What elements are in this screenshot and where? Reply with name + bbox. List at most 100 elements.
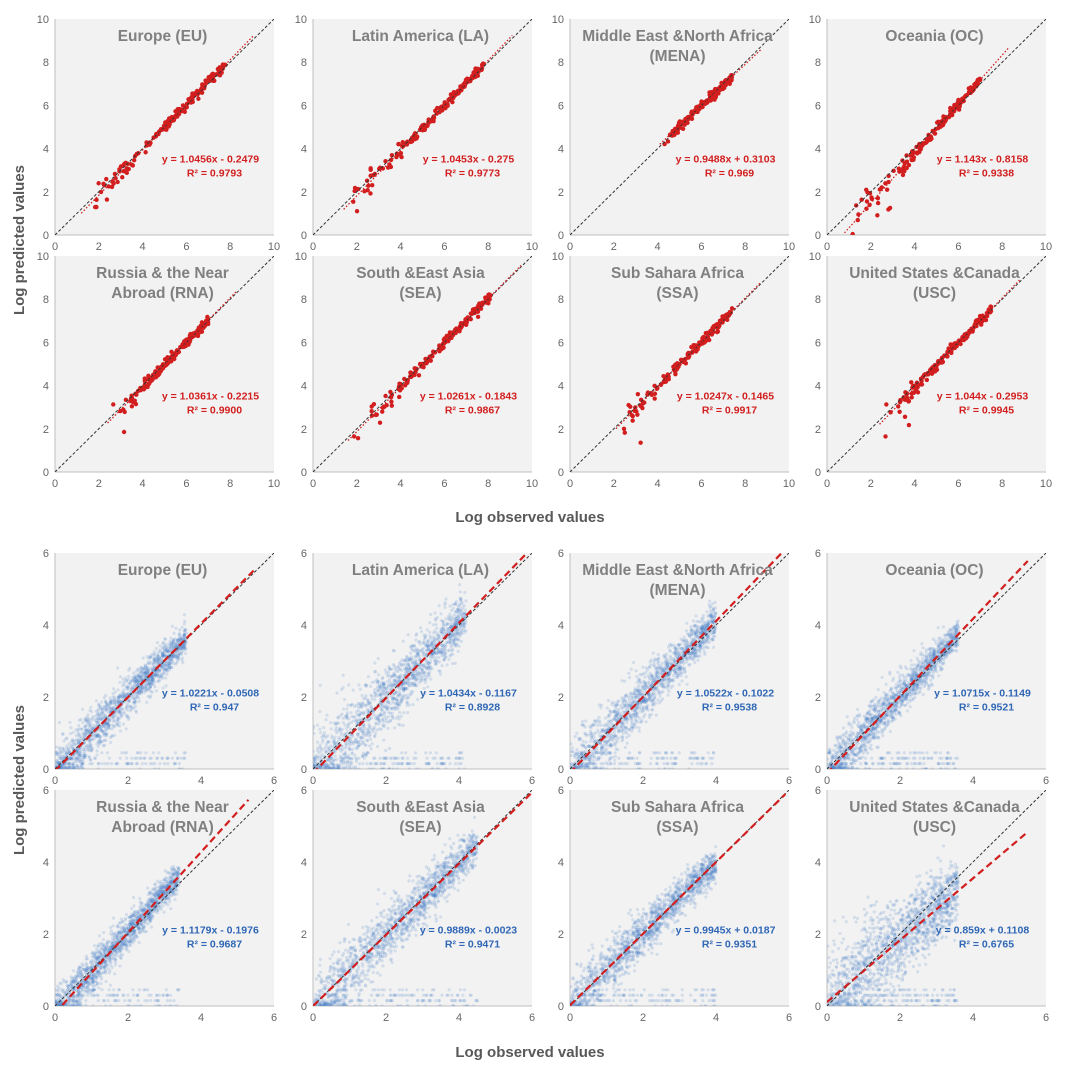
data-point bbox=[435, 631, 439, 635]
data-point bbox=[319, 757, 323, 761]
data-point bbox=[313, 754, 318, 758]
data-point bbox=[423, 680, 427, 685]
data-point bbox=[150, 679, 154, 683]
data-point bbox=[407, 703, 411, 707]
data-point bbox=[416, 652, 420, 656]
data-point bbox=[428, 660, 433, 664]
data-point bbox=[407, 684, 411, 688]
data-point bbox=[175, 655, 179, 659]
x-tick-label: 6 bbox=[441, 241, 447, 253]
data-point bbox=[456, 607, 460, 611]
data-point bbox=[72, 739, 77, 743]
data-point bbox=[155, 756, 159, 760]
data-point bbox=[398, 711, 402, 715]
data-point bbox=[351, 688, 355, 692]
data-point bbox=[79, 735, 83, 739]
data-point bbox=[452, 632, 457, 636]
data-point bbox=[115, 722, 119, 726]
data-point bbox=[450, 624, 454, 628]
data-point bbox=[79, 755, 83, 759]
data-point bbox=[168, 640, 172, 644]
data-point bbox=[162, 653, 166, 657]
data-point bbox=[649, 712, 653, 717]
data-point bbox=[386, 700, 390, 704]
data-point bbox=[106, 726, 111, 730]
data-point bbox=[897, 409, 902, 414]
data-point bbox=[74, 728, 78, 732]
data-point bbox=[445, 663, 449, 667]
data-point bbox=[375, 678, 379, 682]
data-point bbox=[383, 756, 387, 760]
data-point bbox=[151, 751, 156, 755]
data-point bbox=[375, 744, 380, 749]
data-point bbox=[181, 644, 185, 648]
data-point bbox=[136, 692, 140, 697]
data-point bbox=[160, 651, 164, 655]
data-point bbox=[78, 751, 82, 755]
data-point bbox=[404, 681, 408, 686]
data-point bbox=[439, 647, 443, 651]
data-point bbox=[405, 655, 409, 659]
data-point bbox=[437, 651, 441, 655]
data-point bbox=[462, 621, 466, 625]
data-point bbox=[373, 669, 377, 674]
data-point bbox=[67, 750, 71, 754]
data-point bbox=[77, 727, 81, 731]
data-point bbox=[160, 665, 164, 669]
data-point bbox=[76, 738, 80, 742]
data-point bbox=[454, 756, 458, 760]
data-point bbox=[135, 690, 140, 694]
data-point bbox=[318, 765, 323, 769]
data-point bbox=[383, 756, 387, 760]
data-point bbox=[326, 739, 330, 744]
data-point bbox=[101, 743, 106, 748]
data-point bbox=[145, 700, 149, 704]
data-point bbox=[368, 732, 373, 737]
data-point bbox=[86, 730, 90, 734]
data-point bbox=[459, 632, 463, 636]
data-point bbox=[100, 710, 104, 714]
data-point bbox=[322, 747, 326, 751]
data-point bbox=[443, 602, 447, 607]
data-point bbox=[173, 662, 178, 666]
data-point bbox=[368, 166, 373, 171]
x-tick-label: 8 bbox=[227, 241, 233, 253]
data-point bbox=[138, 756, 142, 760]
data-point bbox=[346, 760, 350, 764]
data-point bbox=[635, 391, 641, 397]
data-point bbox=[96, 181, 101, 186]
data-point bbox=[424, 674, 428, 678]
data-point bbox=[413, 682, 417, 686]
data-point bbox=[338, 754, 342, 759]
y-tick-label: 6 bbox=[558, 548, 564, 560]
data-point bbox=[403, 659, 407, 663]
data-point bbox=[95, 721, 99, 725]
data-point bbox=[96, 717, 100, 721]
data-point bbox=[155, 640, 159, 645]
data-point bbox=[412, 664, 416, 668]
data-point bbox=[313, 756, 318, 760]
data-point bbox=[455, 614, 459, 619]
data-point bbox=[145, 668, 149, 673]
data-point bbox=[397, 704, 401, 708]
data-point bbox=[620, 679, 624, 683]
data-point bbox=[179, 636, 183, 641]
data-point bbox=[165, 645, 169, 649]
data-point bbox=[174, 655, 178, 659]
data-point bbox=[137, 696, 141, 700]
data-point bbox=[324, 750, 328, 754]
data-point bbox=[382, 683, 386, 687]
data-point bbox=[395, 680, 399, 684]
x-tick-label: 0 bbox=[310, 241, 316, 253]
data-point bbox=[416, 652, 420, 656]
data-point bbox=[415, 632, 419, 636]
data-point bbox=[388, 711, 393, 715]
data-point bbox=[381, 681, 386, 685]
data-point bbox=[690, 350, 695, 355]
data-point bbox=[88, 749, 92, 753]
data-point bbox=[413, 673, 417, 677]
data-point bbox=[115, 722, 119, 727]
data-point bbox=[387, 666, 391, 671]
data-point bbox=[138, 679, 142, 684]
data-point bbox=[421, 640, 426, 644]
